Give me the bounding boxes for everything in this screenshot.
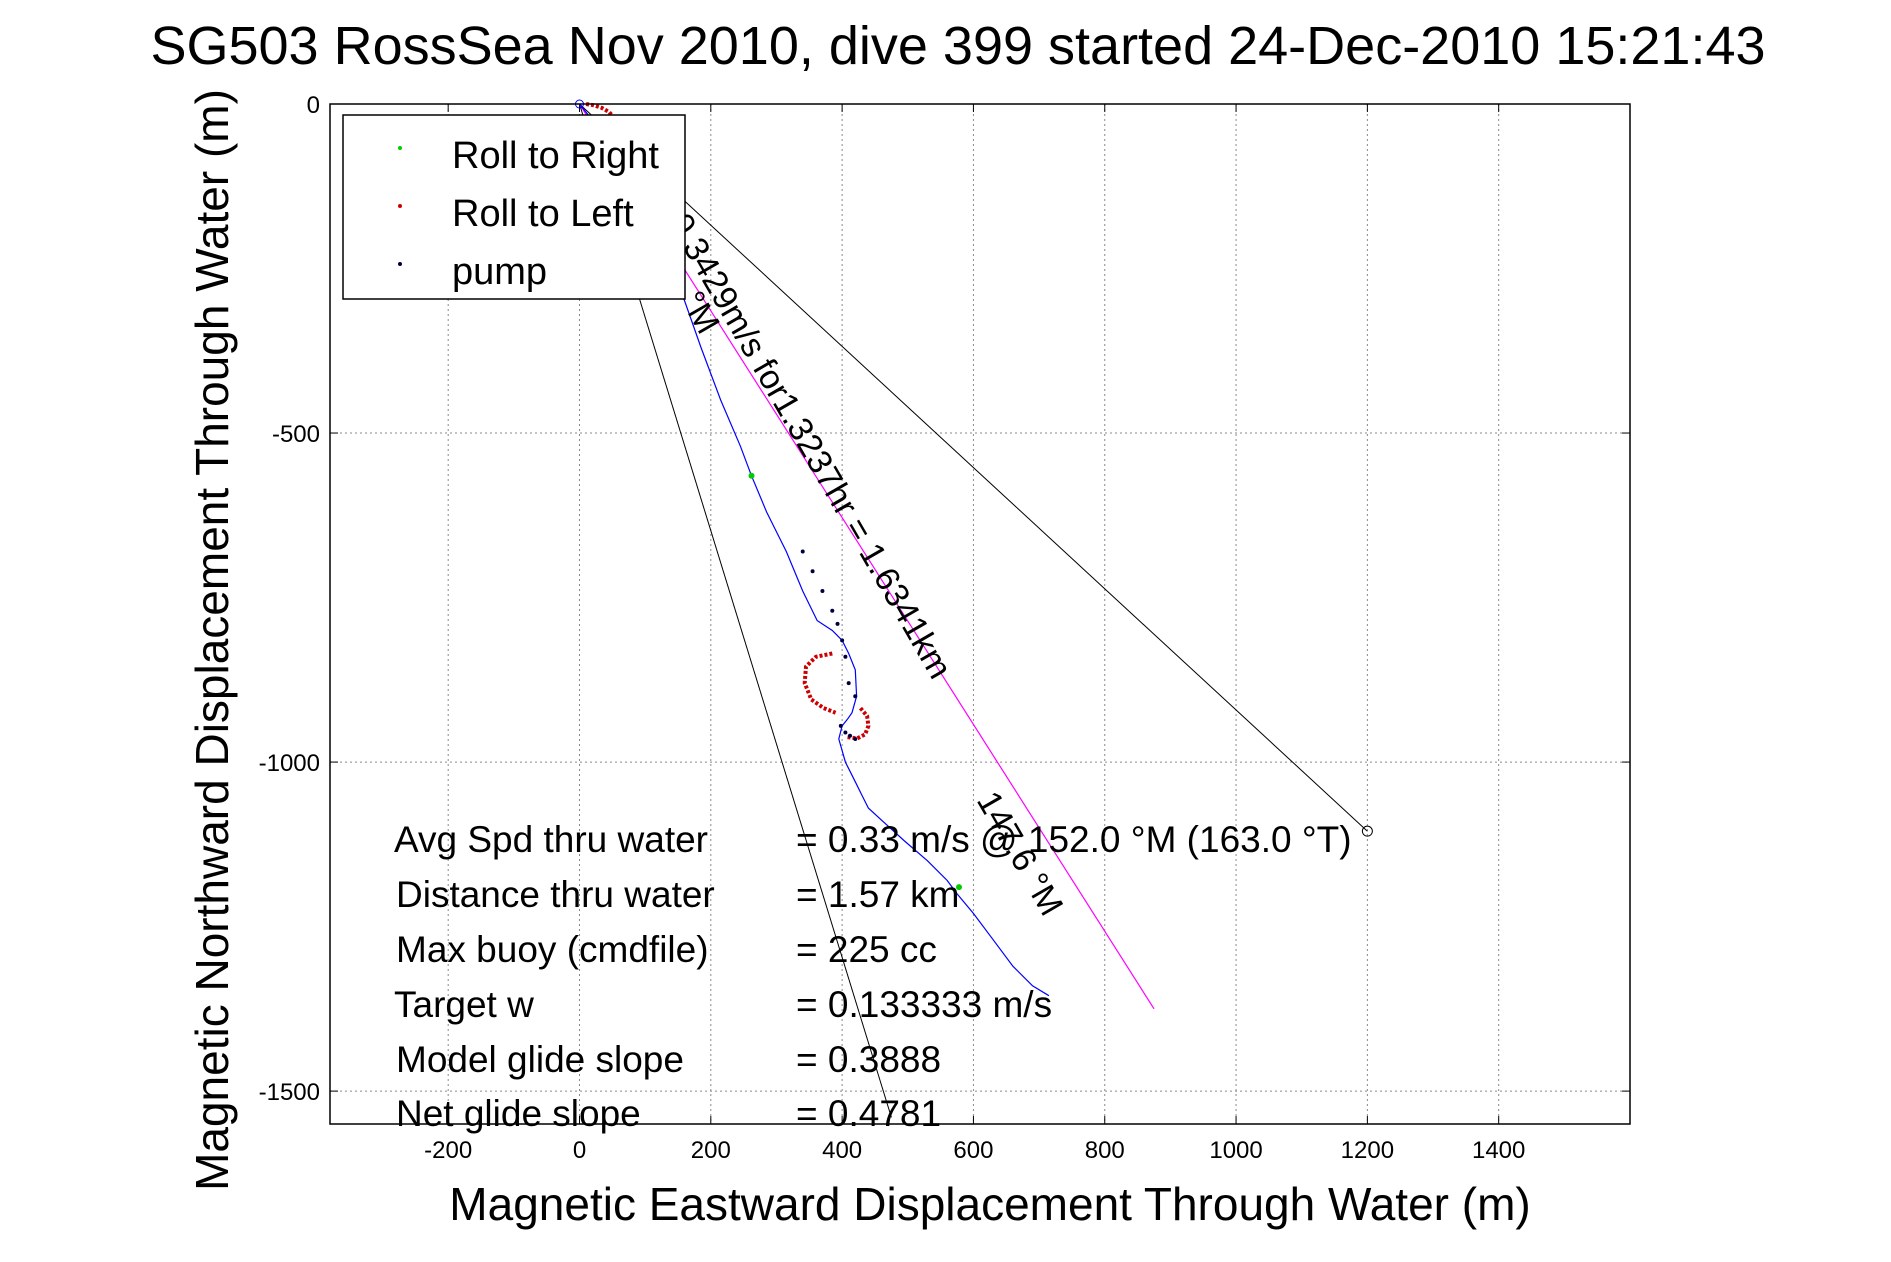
roll-left-loop-1 [802,651,837,715]
stat-value-avg-speed: = 0.33 m/s @ 152.0 °M (163.0 °T) [796,819,1352,860]
x-tick-label-1400: 1400 [1472,1137,1525,1164]
stat-label-max-buoy: Max buoy (cmdfile) [396,929,709,970]
legend-marker-roll-right [398,146,402,150]
stat-value-model-glide: = 0.3888 [796,1039,941,1080]
stat-value-distance: = 1.57 km [796,874,960,915]
pump-point-12 [843,730,848,735]
y-tick-label--1500: -1500 [259,1079,320,1106]
plot-area [329,103,1631,1125]
stat-value-max-buoy: = 225 cc [796,929,937,970]
pump-point-8 [843,654,848,659]
roll-right-point-0 [748,472,755,479]
pump-point-11 [838,723,843,728]
x-tick-label-600: 600 [953,1137,993,1164]
legend-label-roll-right: Roll to Right [452,135,659,177]
y-tick-label--1000: -1000 [259,750,320,777]
x-tick-label-0: 0 [573,1137,586,1164]
stat-value-net-glide: = 0.4781 [796,1093,941,1134]
x-tick-label-1200: 1200 [1341,1137,1394,1164]
legend-marker-roll-left [398,204,402,208]
x-tick-labels: -200 0 200 400 600 800 1000 1200 1400 [424,1137,1525,1164]
legend-label-pump: pump [452,251,547,293]
x-tick-label-800: 800 [1085,1137,1125,1164]
stat-value-target-w: = 0.133333 m/s [796,984,1052,1025]
pump-point-14 [853,737,858,742]
x-tick-label-1000: 1000 [1209,1137,1262,1164]
x-tick-label-400: 400 [822,1137,862,1164]
stat-label-avg-speed: Avg Spd thru water [394,819,708,860]
pump-point-6 [835,621,840,626]
x-tick-label-200: 200 [691,1137,731,1164]
stat-label-model-glide: Model glide slope [396,1039,684,1080]
stat-label-distance: Distance thru water [396,874,715,915]
current-annotation-text: 0.3429m/s for1.3237hr = 1.6341km [661,207,959,685]
x-tick-label--200: -200 [424,1137,472,1164]
pump-point-3 [810,569,815,574]
stat-label-target-w: Target w [394,984,534,1025]
stat-label-net-glide: Net glide slope [396,1093,641,1134]
y-tick-label-0: 0 [307,92,320,119]
current-annotation: 0.3429m/s for1.3237hr = 1.6341km [661,207,959,685]
grid-lines [330,103,1630,1124]
pump-point-9 [846,681,851,686]
pump-point-10 [853,694,858,699]
roll-right-point-1 [955,884,962,891]
end-marker [1361,825,1373,837]
cone-line-0 [579,103,1368,832]
y-tick-label--500: -500 [272,421,320,448]
legend: Roll to Right Roll to Left pump [342,114,686,300]
legend-marker-pump [398,262,402,266]
pump-point-4 [820,588,825,593]
pump-point-7 [840,638,845,643]
x-axis-label: Magnetic Eastward Displacement Through W… [449,1178,1530,1230]
stats-block: Avg Spd thru water = 0.33 m/s @ 152.0 °M… [394,819,1352,1134]
y-axis-label: Magnetic Northward Displacement Through … [186,89,238,1191]
legend-label-roll-left: Roll to Left [452,193,634,235]
pump-point-2 [800,549,805,554]
y-tick-labels: 0 -500 -1000 -1500 [259,92,320,1106]
pump-point-5 [830,608,835,613]
track-line [579,103,1050,997]
chart-title: SG503 RossSea Nov 2010, dive 399 started… [150,16,1765,76]
pump-point-13 [848,733,852,738]
